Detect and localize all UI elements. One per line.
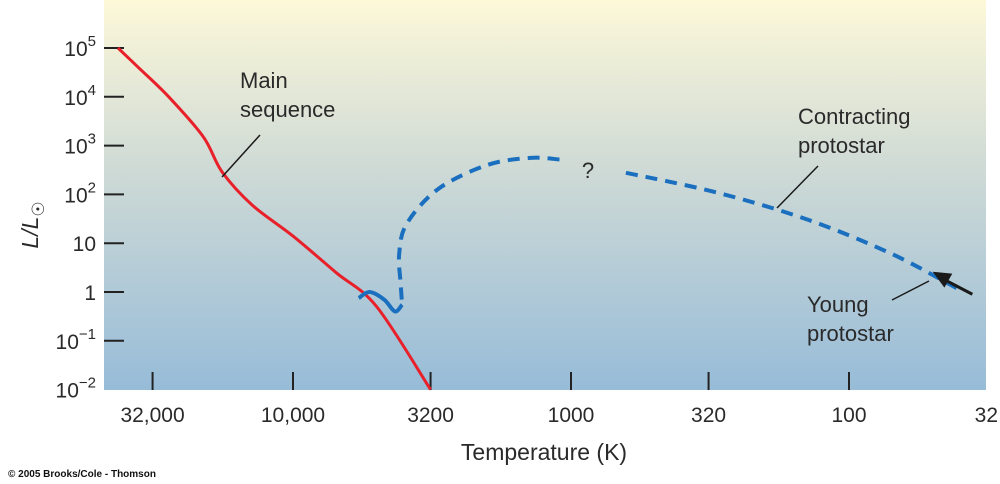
- x-tick-label: 10,000: [261, 404, 325, 427]
- annotation-label: Main sequence: [240, 68, 335, 122]
- annotation-leader-line: [221, 134, 261, 178]
- y-tick-label: 1: [84, 282, 96, 305]
- annotation-label: Young protostar: [807, 292, 894, 346]
- y-tick-label: 105: [64, 33, 96, 61]
- annotation-layer: Main sequence Contracting protostar Young pro…: [221, 68, 974, 346]
- x-axis: 32,000 10,000 3200 1000 320 100 32: [120, 372, 998, 427]
- y-axis-title: L/L☉: [17, 201, 48, 248]
- annotation-label: Contracting protostar: [798, 104, 911, 158]
- annotation-label: ?: [582, 158, 594, 183]
- y-tick-label: 10: [73, 233, 96, 256]
- x-tick-label: 32: [975, 404, 998, 427]
- copyright-notice: © 2005 Brooks/Cole - Thomson: [8, 469, 156, 480]
- x-tick-label: 3200: [407, 404, 454, 427]
- y-tick-label: 103: [64, 131, 96, 159]
- arrowhead-icon: [932, 271, 953, 288]
- series-layer: [116, 46, 958, 391]
- x-tick-label: 100: [831, 404, 866, 427]
- series-line-1: [620, 169, 958, 290]
- plot-background: [104, 0, 986, 390]
- x-tick-label: 32,000: [120, 404, 184, 427]
- annotation-leader-line: [776, 165, 819, 209]
- x-tick-label: 1000: [548, 404, 595, 427]
- y-tick-label: 10−1: [56, 326, 96, 354]
- x-axis-title: Temperature (K): [461, 439, 627, 465]
- series-line-3: [357, 290, 404, 314]
- annotation-leader-line: [891, 280, 930, 301]
- y-tick-label: 102: [64, 179, 96, 207]
- y-tick-label: 104: [64, 82, 96, 110]
- x-tick-label: 320: [691, 404, 726, 427]
- y-tick-label: 10−2: [56, 375, 96, 403]
